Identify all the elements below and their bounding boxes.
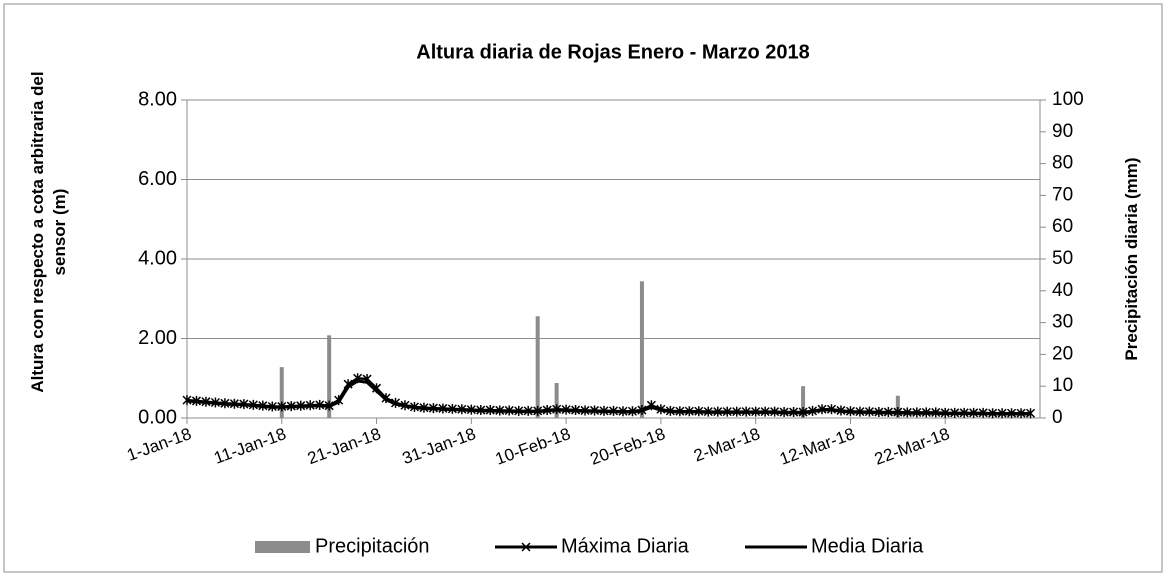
legend-label: Precipitación — [315, 535, 430, 557]
y2-tick-label: 90 — [1052, 121, 1073, 142]
y2-axis-label: Precipitación diaria (mm) — [1122, 157, 1141, 361]
bar — [327, 335, 332, 418]
legend-label: Máxima Diaria — [561, 535, 690, 557]
y-tick-label: 6.00 — [138, 168, 177, 190]
y2-tick-label: 50 — [1052, 248, 1073, 269]
legend-swatch — [255, 541, 310, 553]
y2-tick-label: 10 — [1052, 375, 1073, 396]
y-axis-label: Altura con respecto a cota arbitraria de… — [28, 71, 69, 393]
legend-label: Media Diaria — [811, 535, 924, 557]
y2-tick-label: 60 — [1052, 216, 1073, 237]
chart-title: Altura diaria de Rojas Enero - Marzo 201… — [416, 41, 809, 63]
line — [186, 379, 1031, 416]
y-tick-label: 4.00 — [138, 247, 177, 269]
y-tick-label: 0.00 — [138, 406, 177, 428]
y2-tick-label: 0 — [1052, 407, 1063, 428]
marker — [182, 395, 192, 406]
bar — [279, 367, 284, 418]
y-tick-label: 2.00 — [138, 327, 177, 349]
y2-tick-label: 80 — [1052, 153, 1073, 174]
y2-tick-label: 40 — [1052, 280, 1073, 301]
bar — [639, 281, 644, 418]
bar — [801, 386, 806, 418]
y2-tick-label: 70 — [1052, 184, 1073, 205]
bar — [554, 383, 559, 418]
y2-tick-label: 20 — [1052, 343, 1073, 364]
y2-tick-label: 30 — [1052, 312, 1073, 333]
bar — [895, 395, 900, 418]
y-tick-label: 8.00 — [138, 88, 177, 110]
chart-border — [3, 3, 1163, 573]
legend-marker — [521, 542, 531, 552]
bar — [535, 316, 540, 418]
y2-tick-label: 100 — [1052, 89, 1084, 110]
